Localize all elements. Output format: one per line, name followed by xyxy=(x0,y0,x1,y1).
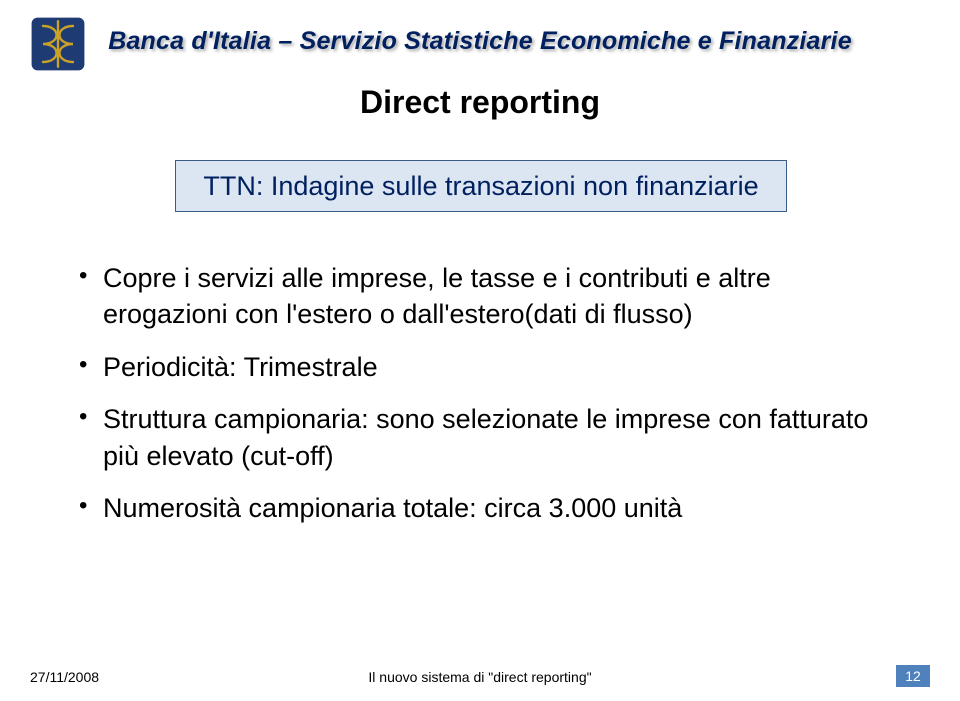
bullet-item: Numerosità campionaria totale: circa 3.0… xyxy=(75,490,885,526)
footer-page-number: 12 xyxy=(896,665,930,687)
highlight-box-text: TTN: Indagine sulle transazioni non fina… xyxy=(203,171,758,202)
header-org-text: Banca d'Italia – Servizio Statistiche Ec… xyxy=(0,27,960,56)
slide-title: Direct reporting xyxy=(0,84,960,121)
header-bar: Banca d'Italia – Servizio Statistiche Ec… xyxy=(0,18,960,64)
highlight-box: TTN: Indagine sulle transazioni non fina… xyxy=(175,160,787,212)
bullet-list: Copre i servizi alle imprese, le tasse e… xyxy=(75,260,885,543)
bullet-item: Periodicità: Trimestrale xyxy=(75,349,885,385)
bank-italy-logo xyxy=(28,14,88,74)
footer: 27/11/2008 Il nuovo sistema di "direct r… xyxy=(0,661,960,685)
bullet-item: Copre i servizi alle imprese, le tasse e… xyxy=(75,260,885,333)
bullet-item: Struttura campionaria: sono selezionate … xyxy=(75,401,885,474)
footer-center-text: Il nuovo sistema di "direct reporting" xyxy=(0,669,960,685)
